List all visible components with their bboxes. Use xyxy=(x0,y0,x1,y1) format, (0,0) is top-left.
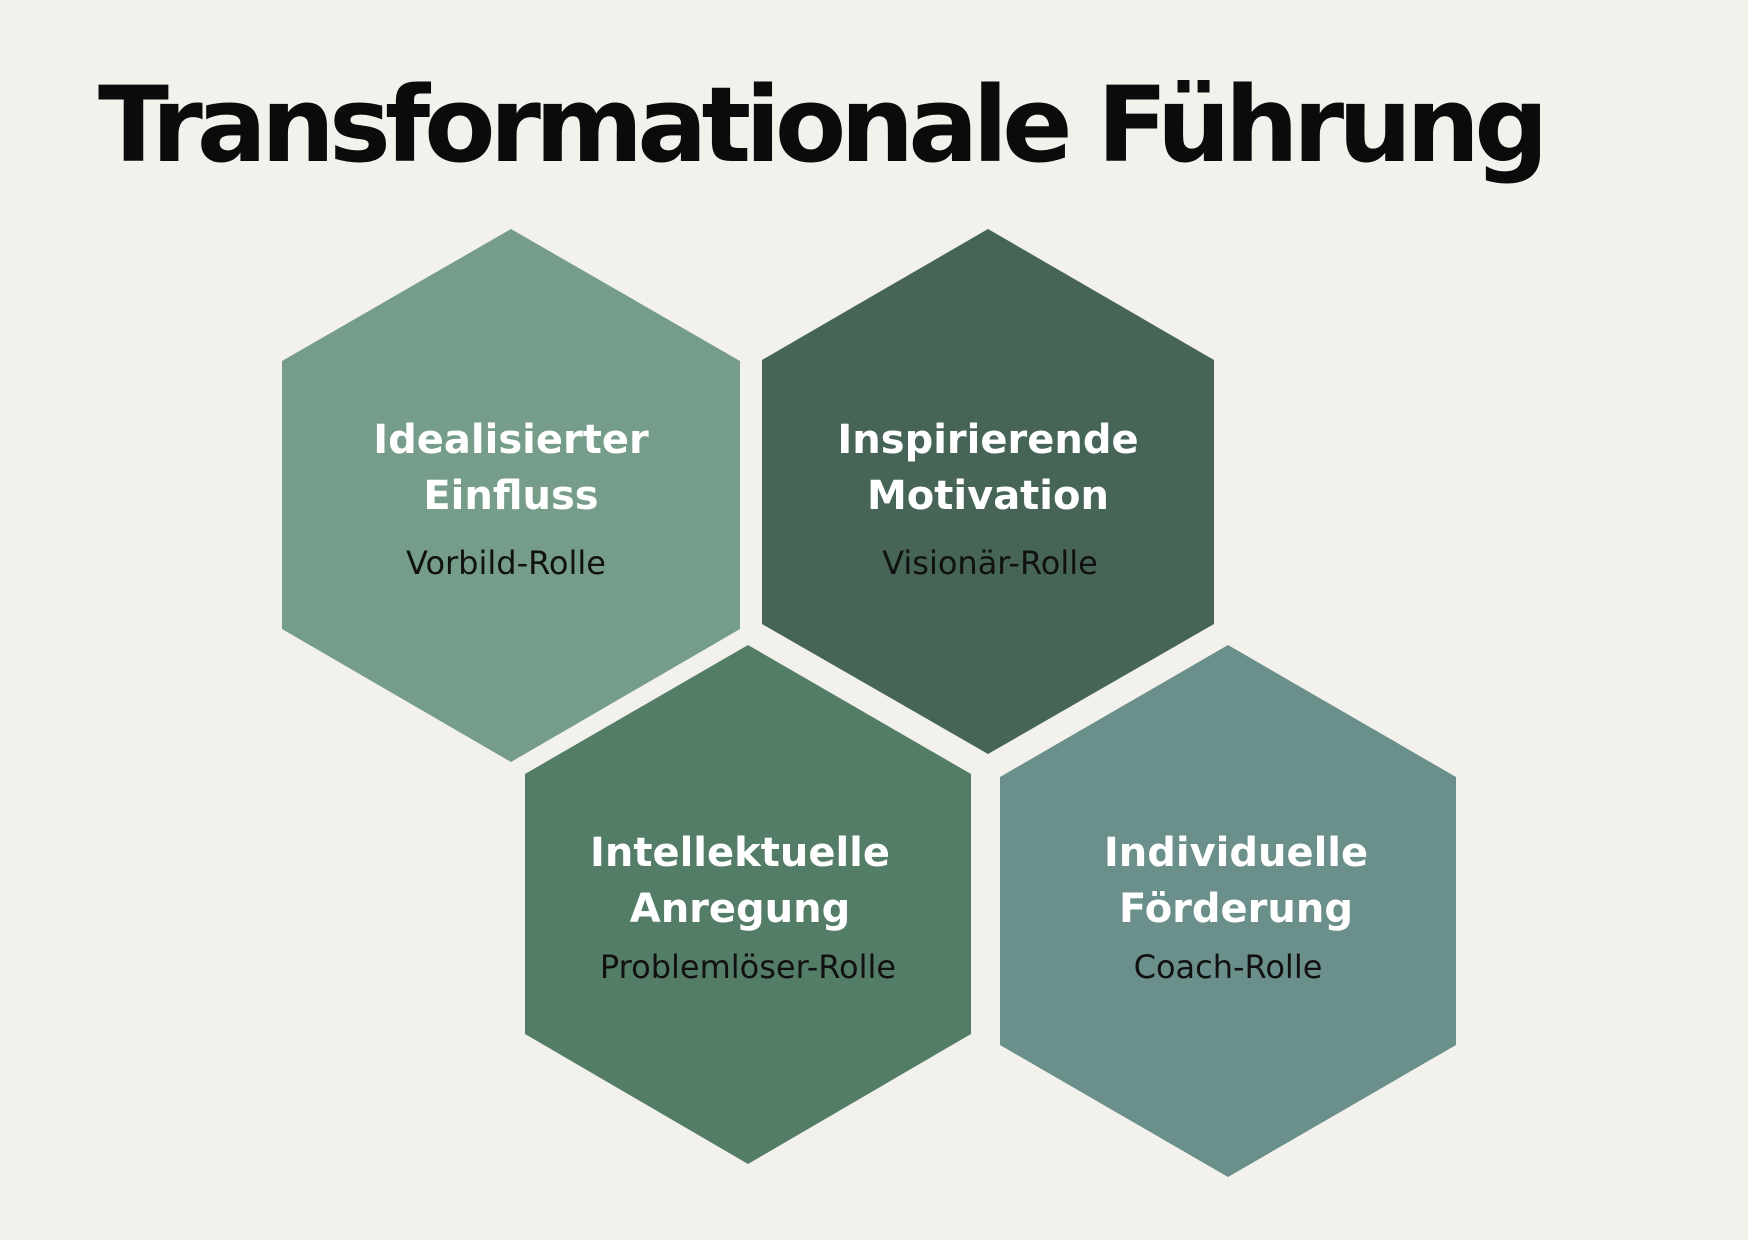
hexagon-subtitle: Visionär-Rolle xyxy=(882,544,1098,582)
hexagon-subtitle: Problemlöser-Rolle xyxy=(600,948,896,986)
hexagon-title-line1: Idealisierter xyxy=(373,417,649,463)
hexagon-title-line2: Einfluss xyxy=(423,473,598,519)
hexagon-shape xyxy=(282,229,740,762)
hexagon-individuelle-foerderung: Individuelle Förderung Coach-Rolle xyxy=(1000,645,1456,1177)
hexagon-subtitle: Coach-Rolle xyxy=(1134,948,1323,986)
hexagon-shape xyxy=(1000,645,1456,1177)
hexagon-shape xyxy=(525,645,971,1164)
hexagon-intellektuelle-anregung: Intellektuelle Anregung Problemlöser-Rol… xyxy=(525,645,971,1164)
hexagon-idealisierter-einfluss: Idealisierter Einfluss Vorbild-Rolle xyxy=(282,229,740,762)
hexagon-title-line1: Inspirierende xyxy=(837,417,1138,463)
page-title: Transformationale Führung xyxy=(98,64,1549,186)
hexagon-shape xyxy=(762,229,1214,754)
hexagon-title-line1: Individuelle xyxy=(1104,830,1368,876)
hexagon-inspirierende-motivation: Inspirierende Motivation Visionär-Rolle xyxy=(762,229,1214,754)
hexagon-title-line2: Förderung xyxy=(1119,886,1353,932)
hexagon-title-line1: Intellektuelle xyxy=(590,830,890,876)
hexagon-title-line2: Anregung xyxy=(630,886,851,932)
hexagon-subtitle: Vorbild-Rolle xyxy=(406,544,606,582)
hexagon-title-line2: Motivation xyxy=(867,473,1109,519)
